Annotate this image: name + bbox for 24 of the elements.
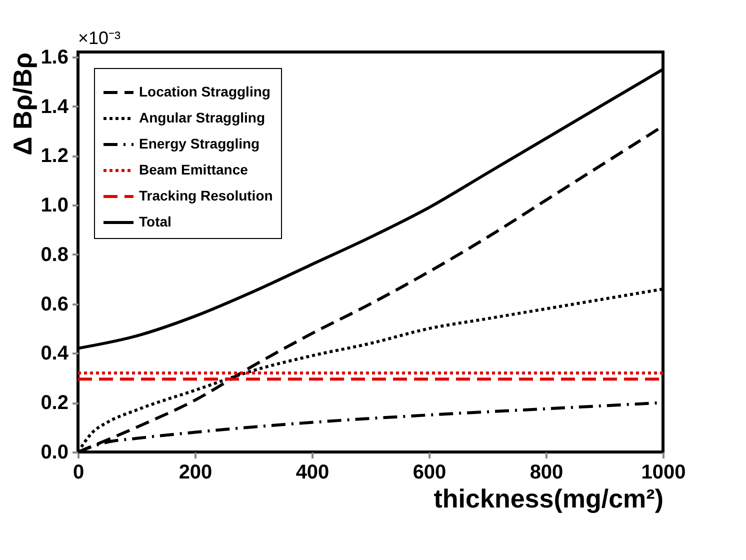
x-tick-label: 0	[72, 462, 84, 484]
y-axis-title: Δ Bρ/Bρ	[8, 52, 38, 156]
y-tick-label: 1.2	[40, 145, 68, 168]
y-tick-label: 1.4	[40, 96, 70, 118]
x-tick-label: 200	[178, 462, 212, 484]
legend-label: Energy Straggling	[139, 136, 260, 152]
legend-label: Location Straggling	[139, 84, 270, 100]
y-tick-label: 0.8	[40, 244, 68, 266]
legend-label: Beam Emittance	[139, 162, 248, 178]
legend-label: Total	[139, 214, 172, 230]
legend-label: Angular Straggling	[139, 110, 265, 126]
y-tick-label: 0.6	[40, 293, 68, 316]
x-axis-title: thickness(mg/cm²)	[434, 484, 664, 514]
text: ×10⁻³	[78, 28, 121, 48]
y-tick-label: 0.0	[40, 442, 68, 464]
x-tick-label: 800	[530, 462, 564, 484]
x-tick-label: 600	[412, 462, 446, 484]
y-tick-label: 1.6	[40, 46, 68, 68]
y-tick-label: 0.4	[40, 342, 70, 365]
x-tick-label: 1000	[641, 462, 686, 484]
x-tick-label: 400	[296, 462, 330, 484]
legend-label: Tracking Resolution	[139, 188, 273, 204]
y-tick-label: 0.2	[40, 392, 68, 414]
y-tick-label: 1.0	[40, 194, 68, 217]
